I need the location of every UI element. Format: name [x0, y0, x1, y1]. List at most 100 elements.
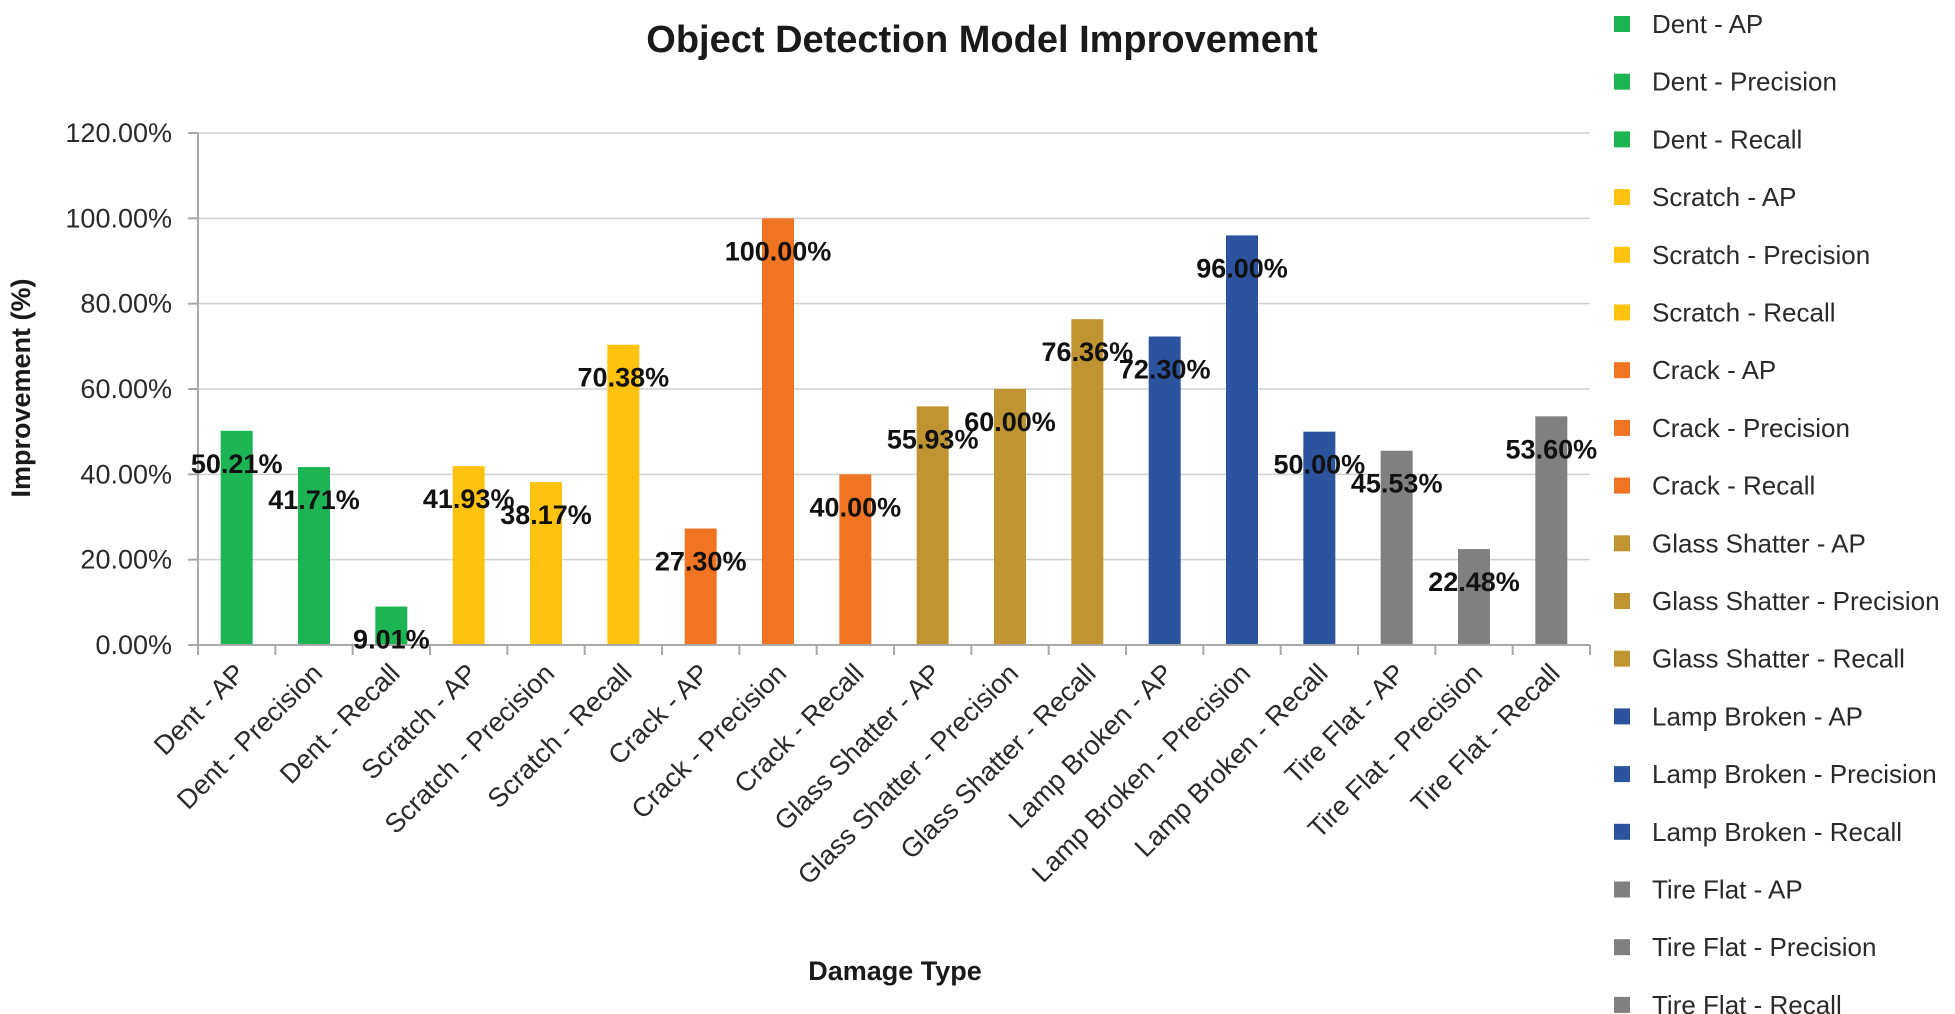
legend-swatch: [1614, 362, 1630, 379]
x-axis-title: Damage Type: [808, 956, 982, 986]
data-label: 9.01%: [353, 625, 430, 655]
data-label: 76.36%: [1042, 337, 1134, 367]
data-label: 100.00%: [725, 236, 832, 266]
legend-label: Lamp Broken - Recall: [1652, 817, 1902, 847]
data-label: 72.30%: [1119, 355, 1211, 385]
legend: Dent - AP Dent - Precision Dent - Recall Sc…: [1614, 9, 1940, 1014]
legend-item: Tire Flat - AP: [1614, 875, 1803, 905]
legend-swatch: [1614, 996, 1630, 1013]
legend-item: Glass Shatter - Precision: [1614, 586, 1940, 616]
legend-item: Glass Shatter - Recall: [1614, 644, 1905, 674]
legend-label: Scratch - Precision: [1652, 240, 1870, 270]
data-label: 55.93%: [887, 424, 979, 454]
data-label: 27.30%: [655, 547, 747, 577]
y-tick-label: 120.00%: [65, 118, 172, 148]
legend-item: Glass Shatter - AP: [1614, 528, 1866, 558]
bar: [916, 406, 949, 645]
legend-label: Dent - Precision: [1652, 67, 1837, 97]
legend-label: Dent - Recall: [1652, 124, 1802, 154]
legend-item: Tire Flat - Recall: [1614, 990, 1842, 1014]
bar: [839, 474, 872, 645]
legend-label: Crack - Precision: [1652, 413, 1850, 443]
bar: [298, 467, 330, 645]
bar: [1458, 549, 1490, 645]
legend-item: Dent - Recall: [1614, 124, 1802, 154]
legend-item: Lamp Broken - Precision: [1614, 759, 1937, 789]
y-tick-label: 40.00%: [80, 459, 172, 489]
data-label: 50.00%: [1274, 450, 1366, 480]
legend-item: Lamp Broken - Recall: [1614, 817, 1902, 847]
data-label: 38.17%: [500, 500, 592, 530]
legend-label: Crack - AP: [1652, 355, 1776, 385]
bar: [1380, 450, 1413, 645]
bar: [607, 344, 640, 645]
legend-swatch: [1614, 650, 1630, 667]
x-tick-label: Scratch - Recall: [482, 658, 638, 814]
data-label: 40.00%: [810, 492, 902, 522]
data-label: 53.60%: [1506, 434, 1598, 464]
data-label: 41.93%: [423, 484, 515, 514]
bar: [1071, 319, 1104, 645]
legend-label: Lamp Broken - AP: [1652, 701, 1863, 731]
legend-label: Scratch - AP: [1652, 182, 1797, 212]
legend-label: Dent - AP: [1652, 9, 1763, 39]
legend-swatch: [1614, 535, 1630, 552]
y-tick-label: 0.00%: [95, 630, 172, 660]
data-labels: 50.21% 41.71% 9.01% 41.93%38.17% 70.38% 27.30…: [191, 236, 1597, 654]
legend-label: Tire Flat - AP: [1652, 875, 1803, 905]
legend-item: Scratch - Recall: [1614, 298, 1836, 328]
y-axis-ticks: 0.00% 20.00% 40.00% 60.00% 80.00% 100.00% 120.…: [65, 118, 198, 660]
bar: [375, 606, 408, 645]
bar: [1303, 431, 1336, 645]
legend-label: Glass Shatter - Recall: [1652, 644, 1905, 674]
legend-label: Tire Flat - Precision: [1652, 932, 1876, 962]
legend-swatch: [1614, 593, 1630, 609]
data-label: 60.00%: [964, 407, 1056, 437]
legend-swatch: [1614, 304, 1630, 321]
y-tick-label: 60.00%: [80, 374, 172, 404]
legend-swatch: [1614, 766, 1630, 783]
bar: [762, 218, 794, 646]
legend-swatch: [1614, 477, 1630, 494]
y-tick-label: 100.00%: [65, 203, 172, 233]
data-label: 22.48%: [1428, 567, 1520, 597]
legend-label: Glass Shatter - AP: [1652, 528, 1866, 558]
legend-swatch: [1614, 16, 1630, 32]
legend-swatch: [1614, 419, 1630, 436]
legend-swatch: [1614, 881, 1630, 898]
legend-label: Crack - Recall: [1652, 471, 1815, 501]
legend-label: Lamp Broken - Precision: [1652, 759, 1937, 789]
legend-swatch: [1614, 939, 1630, 956]
bar: [684, 528, 717, 645]
data-label: 41.71%: [268, 485, 360, 515]
bars: [220, 218, 1568, 646]
legend-item: Lamp Broken - AP: [1614, 701, 1863, 731]
bar: [220, 430, 253, 645]
y-tick-label: 20.00%: [80, 545, 172, 575]
chart-title: Object Detection Model Improvement: [646, 19, 1318, 61]
legend-swatch: [1614, 73, 1630, 90]
data-label: 96.00%: [1196, 253, 1288, 283]
gridlines: [198, 132, 1590, 561]
legend-item: Scratch - Precision: [1614, 240, 1870, 270]
bar: [1148, 336, 1181, 645]
data-label: 70.38%: [578, 363, 670, 393]
bar: [1226, 235, 1258, 645]
data-label: 45.53%: [1351, 469, 1443, 499]
legend-swatch: [1614, 708, 1630, 725]
legend-item: Dent - Precision: [1614, 67, 1837, 97]
legend-item: Scratch - AP: [1614, 182, 1797, 212]
legend-item: Crack - Precision: [1614, 413, 1850, 443]
legend-item: Dent - AP: [1614, 9, 1763, 39]
legend-item: Crack - Recall: [1614, 471, 1815, 501]
legend-item: Crack - AP: [1614, 355, 1776, 385]
data-label: 50.21%: [191, 449, 283, 479]
legend-label: Glass Shatter - Precision: [1652, 586, 1940, 616]
bar: [452, 466, 485, 645]
y-axis-title: Improvement (%): [6, 278, 36, 497]
legend-item: Tire Flat - Precision: [1614, 932, 1876, 962]
y-tick-label: 80.00%: [80, 289, 172, 319]
legend-swatch: [1614, 131, 1630, 148]
